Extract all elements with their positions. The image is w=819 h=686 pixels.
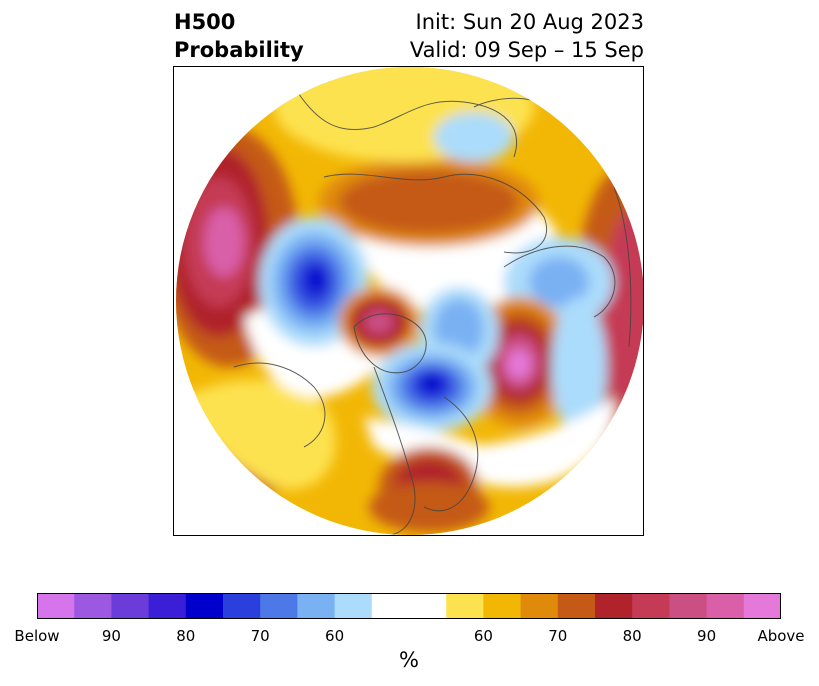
colorbar-swatch: [669, 593, 708, 619]
colorbar-swatch: [111, 593, 150, 619]
colorbar-swatch: [371, 593, 410, 619]
colorbar-swatch: [334, 593, 373, 619]
map-frame: [173, 66, 644, 536]
colorbar-swatch: [260, 593, 298, 619]
colorbar-swatch: [74, 593, 112, 619]
colorbar-swatch: [520, 593, 559, 619]
colorbar-border: [37, 593, 781, 619]
colorbar-tick-label: 70: [250, 627, 270, 645]
colorbar-swatch: [743, 593, 781, 619]
colorbar-tick-label: 80: [622, 627, 642, 645]
colorbar-unit: %: [399, 648, 419, 672]
colorbar-tick-label: Above: [757, 627, 805, 645]
title-field: H500: [174, 10, 236, 34]
colorbar-swatch: [483, 593, 522, 619]
colorbar-swatch: [148, 593, 187, 619]
colorbar-swatch: [446, 593, 484, 619]
anomaly-field: [176, 67, 644, 535]
colorbar-tick-label: Below: [14, 627, 60, 645]
polar-map: [176, 67, 644, 535]
colorbar-swatch: [185, 593, 224, 619]
colorbar-swatch: [297, 593, 336, 619]
coastlines: [233, 86, 632, 535]
forecast-dates: Init: Sun 20 Aug 2023 Valid: 09 Sep – 15…: [410, 8, 644, 64]
colorbar-tick-label: 90: [101, 627, 121, 645]
colorbar-tick-label: 60: [325, 627, 345, 645]
colorbar-tick-label: 90: [697, 627, 717, 645]
colorbar-swatch: [223, 593, 261, 619]
colorbar-swatch: [706, 593, 745, 619]
colorbar-tick-label: 80: [176, 627, 196, 645]
valid-range: Valid: 09 Sep – 15 Sep: [409, 38, 644, 62]
colorbar-tick-label: 60: [473, 627, 493, 645]
title-field-type: Probability: [174, 38, 304, 62]
map-title: H500 Probability: [174, 8, 304, 64]
colorbar-swatch: [632, 593, 670, 619]
init-date: Init: Sun 20 Aug 2023: [415, 10, 644, 34]
colorbar-swatch: [37, 593, 75, 619]
colorbar: [37, 593, 781, 619]
colorbar-tick-label: 70: [548, 627, 568, 645]
colorbar-swatch: [409, 593, 447, 619]
colorbar-swatch: [557, 593, 596, 619]
colorbar-swatch: [595, 593, 633, 619]
